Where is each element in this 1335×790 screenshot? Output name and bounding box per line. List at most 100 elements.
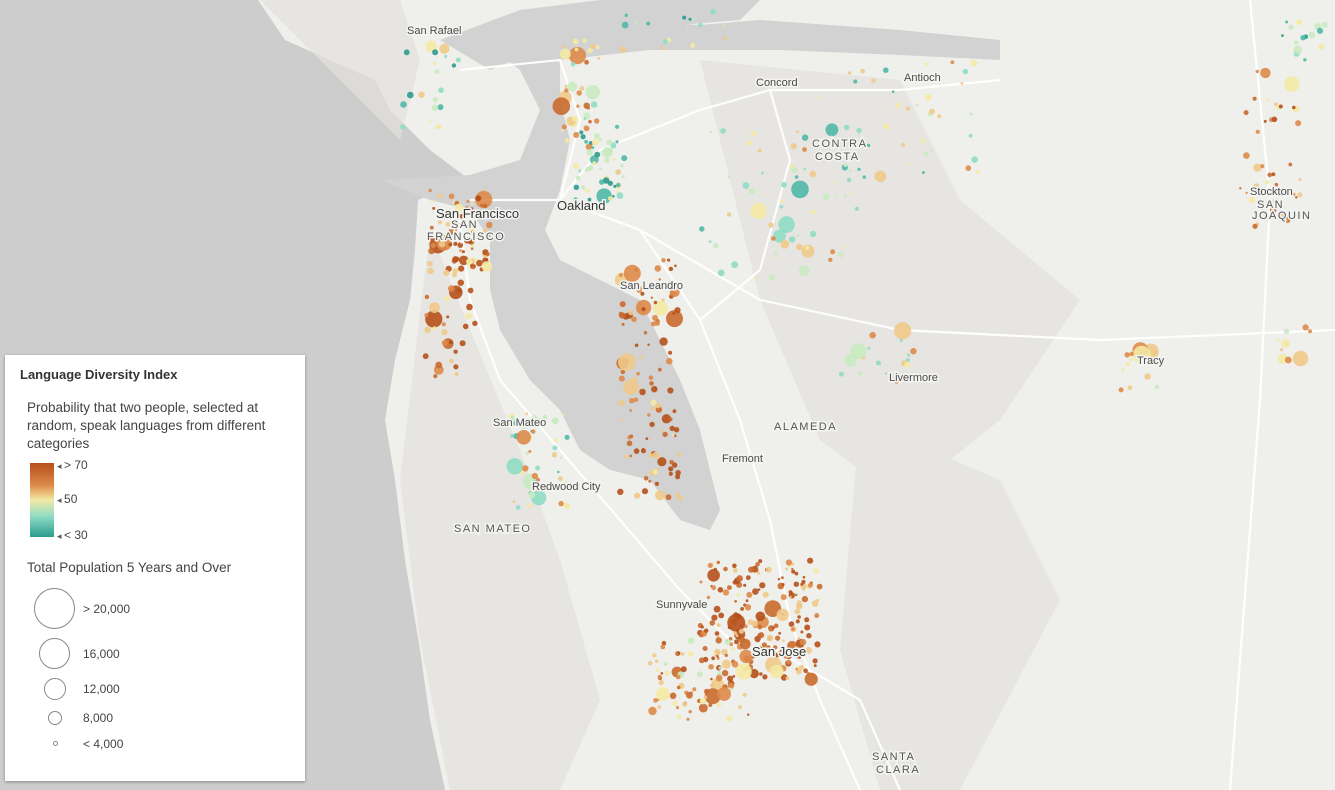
- tract-symbol[interactable]: [571, 115, 578, 122]
- tract-symbol[interactable]: [573, 197, 578, 202]
- tract-symbol[interactable]: [620, 369, 626, 375]
- tract-symbol[interactable]: [619, 312, 626, 319]
- tract-symbol[interactable]: [424, 313, 429, 318]
- tract-symbol[interactable]: [1297, 192, 1303, 198]
- tract-symbol[interactable]: [700, 625, 704, 629]
- tract-symbol[interactable]: [777, 578, 781, 581]
- tract-symbol[interactable]: [1281, 34, 1284, 37]
- tract-symbol[interactable]: [731, 261, 739, 269]
- tract-symbol[interactable]: [755, 562, 760, 567]
- tract-symbol[interactable]: [834, 195, 837, 199]
- tract-symbol[interactable]: [796, 234, 800, 237]
- tract-symbol[interactable]: [803, 668, 808, 673]
- tract-symbol[interactable]: [846, 177, 852, 183]
- tract-symbol[interactable]: [451, 272, 457, 278]
- tract-symbol[interactable]: [451, 227, 458, 233]
- tract-symbol[interactable]: [651, 386, 658, 393]
- tract-symbol[interactable]: [588, 119, 592, 124]
- tract-symbol[interactable]: [688, 651, 694, 657]
- tract-symbol[interactable]: [800, 630, 804, 634]
- tract-symbol[interactable]: [1253, 183, 1260, 190]
- tract-symbol[interactable]: [607, 180, 614, 186]
- tract-symbol[interactable]: [696, 671, 703, 678]
- tract-symbol[interactable]: [711, 585, 717, 591]
- tract-symbol[interactable]: [586, 149, 593, 156]
- tract-symbol[interactable]: [1285, 20, 1289, 24]
- tract-symbol[interactable]: [773, 645, 778, 650]
- tract-symbol[interactable]: [716, 560, 720, 565]
- tract-symbol[interactable]: [669, 287, 680, 298]
- tract-symbol[interactable]: [727, 175, 731, 179]
- tract-symbol[interactable]: [1280, 348, 1284, 352]
- tract-symbol[interactable]: [794, 646, 798, 651]
- tract-symbol[interactable]: [565, 138, 570, 143]
- tract-symbol[interactable]: [563, 502, 571, 510]
- tract-symbol[interactable]: [589, 155, 599, 165]
- tract-symbol[interactable]: [1281, 339, 1291, 348]
- tract-symbol[interactable]: [512, 500, 516, 503]
- tract-symbol[interactable]: [480, 203, 483, 207]
- tract-symbol[interactable]: [466, 303, 473, 311]
- tract-symbol[interactable]: [808, 582, 813, 588]
- tract-symbol[interactable]: [1283, 328, 1290, 335]
- tract-symbol[interactable]: [716, 656, 720, 660]
- tract-symbol[interactable]: [785, 559, 793, 566]
- tract-symbol[interactable]: [742, 692, 747, 697]
- tract-symbol[interactable]: [560, 48, 571, 60]
- tract-symbol[interactable]: [905, 162, 909, 166]
- tract-symbol[interactable]: [562, 481, 569, 488]
- tract-symbol[interactable]: [1292, 350, 1309, 367]
- tract-symbol[interactable]: [742, 182, 750, 189]
- tract-symbol[interactable]: [739, 649, 753, 664]
- tract-symbol[interactable]: [435, 361, 443, 369]
- tract-symbol[interactable]: [456, 288, 462, 293]
- tract-symbol[interactable]: [871, 78, 876, 83]
- tract-symbol[interactable]: [688, 710, 692, 714]
- tract-symbol[interactable]: [969, 112, 973, 117]
- tract-symbol[interactable]: [794, 608, 801, 615]
- tract-symbol[interactable]: [655, 402, 661, 409]
- tract-symbol[interactable]: [812, 658, 818, 664]
- tract-symbol[interactable]: [667, 258, 671, 262]
- tract-symbol[interactable]: [649, 381, 654, 386]
- tract-symbol[interactable]: [698, 657, 705, 664]
- tract-symbol[interactable]: [626, 440, 633, 447]
- tract-symbol[interactable]: [692, 687, 697, 692]
- tract-symbol[interactable]: [621, 21, 629, 29]
- tract-symbol[interactable]: [830, 249, 836, 255]
- tract-symbol[interactable]: [668, 417, 673, 422]
- tract-symbol[interactable]: [470, 247, 474, 250]
- tract-symbol[interactable]: [664, 670, 670, 676]
- tract-symbol[interactable]: [525, 412, 529, 416]
- tract-symbol[interactable]: [895, 102, 901, 108]
- tract-symbol[interactable]: [1280, 212, 1287, 218]
- tract-symbol[interactable]: [444, 295, 450, 302]
- tract-symbol[interactable]: [755, 568, 759, 572]
- tract-symbol[interactable]: [1255, 129, 1260, 134]
- tract-symbol[interactable]: [760, 194, 764, 197]
- tract-symbol[interactable]: [915, 103, 919, 107]
- tract-symbol[interactable]: [717, 687, 731, 701]
- tract-symbol[interactable]: [780, 576, 784, 580]
- tract-symbol[interactable]: [816, 583, 823, 590]
- tract-symbol[interactable]: [525, 480, 530, 485]
- tract-symbol[interactable]: [641, 448, 646, 454]
- tract-symbol[interactable]: [578, 169, 581, 173]
- tract-symbol[interactable]: [723, 566, 728, 572]
- tract-symbol[interactable]: [652, 469, 658, 475]
- tract-symbol[interactable]: [564, 434, 570, 440]
- tract-symbol[interactable]: [542, 414, 548, 420]
- tract-symbol[interactable]: [662, 39, 668, 45]
- tract-symbol[interactable]: [698, 22, 703, 28]
- tract-symbol[interactable]: [711, 656, 716, 661]
- tract-symbol[interactable]: [568, 47, 587, 65]
- tract-symbol[interactable]: [862, 175, 866, 179]
- tract-symbol[interactable]: [428, 247, 435, 255]
- tract-symbol[interactable]: [837, 251, 844, 258]
- tract-symbol[interactable]: [623, 264, 641, 282]
- tract-symbol[interactable]: [449, 358, 454, 364]
- tract-symbol[interactable]: [667, 387, 674, 394]
- tract-symbol[interactable]: [780, 594, 787, 601]
- tract-symbol[interactable]: [710, 677, 713, 681]
